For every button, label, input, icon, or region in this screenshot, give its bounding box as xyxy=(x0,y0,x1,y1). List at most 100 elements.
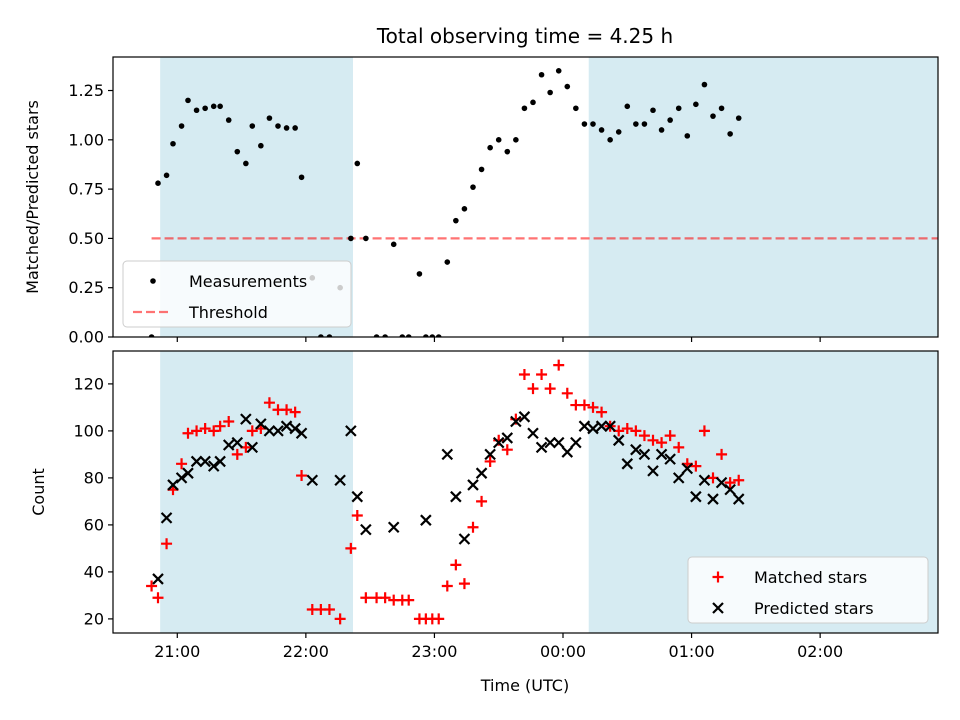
measurements-point xyxy=(641,121,648,127)
matched-stars-point xyxy=(231,448,243,460)
matched-stars-point xyxy=(296,470,308,482)
matched-stars-point xyxy=(518,369,530,380)
legend-label: Predicted stars xyxy=(754,599,874,618)
legend-box xyxy=(687,556,929,624)
matched-stars-point xyxy=(501,444,513,456)
matched-stars-point xyxy=(223,416,235,427)
predicted-stars-point xyxy=(160,512,173,524)
matched-stars-point xyxy=(647,434,659,446)
ratio-y-tick-label: 1.00 xyxy=(68,130,104,149)
measurements-point xyxy=(615,129,622,135)
matched-stars-point xyxy=(441,580,453,592)
measurements-point xyxy=(693,101,699,108)
predicted-stars-point xyxy=(467,479,479,491)
ratio-y-tick-label: 0.75 xyxy=(68,180,104,199)
measurements-point xyxy=(521,105,528,112)
legend-marker xyxy=(712,602,724,614)
count-x-tick-label: 01:00 xyxy=(669,642,715,661)
predicted-stars-point xyxy=(306,474,319,487)
predicted-stars-point xyxy=(707,493,719,505)
measurements-point xyxy=(718,105,725,112)
measurements-point xyxy=(727,131,733,137)
predicted-stars-point xyxy=(207,460,220,472)
measurements-point xyxy=(470,184,476,190)
measurements-point xyxy=(555,68,562,74)
measurements-point xyxy=(292,125,298,131)
predicted-stars-point xyxy=(475,467,488,479)
count-legend: Matched stars Predicted stars xyxy=(687,556,929,624)
measurements-point xyxy=(658,127,665,133)
measurements-point xyxy=(354,160,361,167)
matched-stars-point xyxy=(323,604,335,615)
measurements-point xyxy=(624,103,631,110)
matched-stars-point xyxy=(536,369,548,380)
matched-stars-point xyxy=(403,594,415,606)
count-y-tick-label: 40 xyxy=(84,562,104,581)
count-axes-frame xyxy=(112,350,939,634)
measurements-point xyxy=(275,123,281,129)
predicted-stars-point xyxy=(231,436,244,449)
count-y-tick-label: 80 xyxy=(84,468,104,487)
predicted-stars-point xyxy=(182,467,194,479)
legend-marker xyxy=(150,278,156,284)
predicted-stars-point xyxy=(360,523,372,536)
matched-stars-point xyxy=(263,397,275,409)
measurements-point xyxy=(373,334,380,337)
count-x-tick-label: 02:00 xyxy=(797,642,843,661)
matched-stars-point xyxy=(596,406,608,418)
predicted-stars-point xyxy=(544,436,556,449)
matched-stars-point xyxy=(289,406,301,418)
count-x-tick-label: 00:00 xyxy=(540,642,586,661)
ratio-y-tick-label: 0.50 xyxy=(68,229,104,248)
predicted-stars-point xyxy=(664,453,676,465)
predicted-stars-point xyxy=(561,446,574,458)
count-x-tick-label: 21:00 xyxy=(154,642,200,661)
measurements-point xyxy=(243,160,249,167)
matched-stars-point xyxy=(345,542,357,554)
measurements-point xyxy=(607,137,613,143)
measurements-point xyxy=(444,259,451,265)
predicted-stars-point xyxy=(484,448,496,461)
measurements-point xyxy=(538,71,545,78)
predicted-stars-point xyxy=(552,436,565,449)
measurements-point xyxy=(495,137,502,143)
measurements-point xyxy=(590,121,596,127)
predicted-stars-point xyxy=(518,411,531,423)
predicted-stars-point xyxy=(272,425,284,437)
matched-stars-point xyxy=(578,399,590,411)
matched-stars-point xyxy=(334,613,346,625)
predicted-stars-point xyxy=(351,490,364,503)
measurements-point xyxy=(348,235,354,242)
matched-stars-point xyxy=(458,578,470,590)
predicted-stars-point xyxy=(535,441,548,454)
measurements-point xyxy=(710,113,716,119)
legend-label: Measurements xyxy=(189,272,307,291)
measurements-point xyxy=(193,107,200,114)
measurements-point xyxy=(399,334,406,337)
matched-stars-point xyxy=(561,387,573,399)
predicted-stars-point xyxy=(647,465,659,477)
measurements-point xyxy=(530,99,536,106)
predicted-stars-point xyxy=(612,434,625,447)
predicted-stars-point xyxy=(441,448,454,461)
matched-stars-point xyxy=(176,458,188,470)
measurements-point xyxy=(249,123,256,129)
predicted-stars-point xyxy=(501,432,514,444)
predicted-stars-point xyxy=(345,425,357,437)
measurements-series xyxy=(148,68,742,337)
matched-stars-point xyxy=(191,425,203,437)
measurements-point xyxy=(363,235,369,242)
matched-stars-point xyxy=(673,441,685,453)
chart-title: Total observing time = 4.25 h xyxy=(376,24,673,48)
matched-stars-point xyxy=(246,425,258,437)
count-panel: 20 40 60 80 100 120 21:00 22:00 23:00 00:00 01:00 0… xyxy=(73,350,939,661)
measurements-point xyxy=(390,241,397,248)
predicted-stars-point xyxy=(240,413,252,425)
predicted-stars-point xyxy=(630,443,642,456)
measurements-point xyxy=(650,107,656,114)
matched-stars-point xyxy=(664,430,676,442)
predicted-stars-point xyxy=(152,573,164,585)
matched-stars-point xyxy=(433,613,445,625)
ratio-shaded-interval xyxy=(588,57,938,337)
